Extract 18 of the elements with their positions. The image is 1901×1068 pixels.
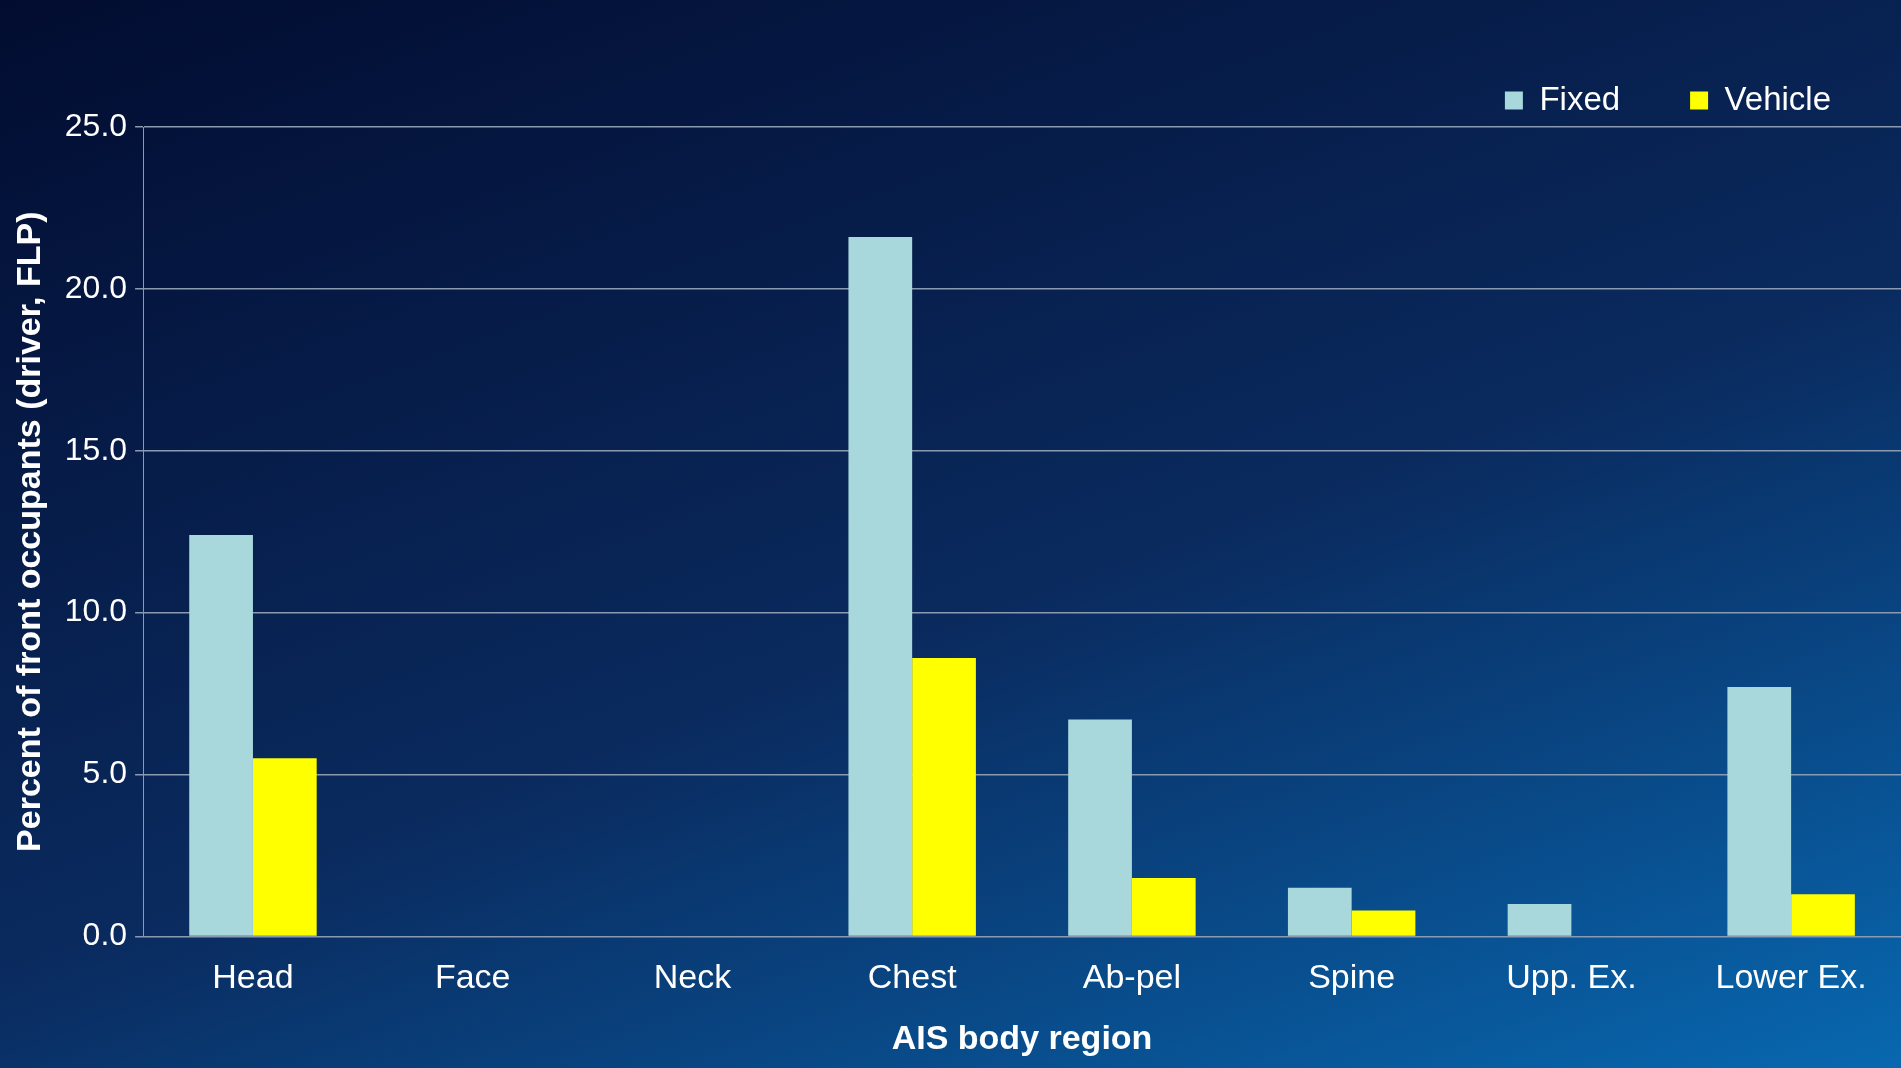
x-tick-label: Ab-pel: [1082, 957, 1182, 996]
x-tick-label: Neck: [653, 957, 733, 996]
x-tick-label: Lower Ex.: [1715, 957, 1867, 996]
x-tick-label: Head: [212, 957, 294, 996]
y-tick-label: 0.0: [82, 916, 128, 953]
legend-label: Fixed: [1539, 79, 1621, 117]
legend-label: Vehicle: [1724, 79, 1832, 117]
x-tick-label: Face: [434, 957, 511, 996]
y-axis-title: Percent of front occupants (driver, FLP): [8, 211, 47, 852]
x-tick-label: Upp. Ex.: [1506, 957, 1637, 996]
y-tick-label: 20.0: [64, 268, 128, 305]
y-tick-label: 15.0: [64, 430, 128, 467]
x-tick-label: Chest: [867, 957, 958, 996]
y-tick-label: 25.0: [64, 106, 128, 143]
x-tick-label: Spine: [1308, 957, 1396, 996]
x-axis-title: AIS body region: [891, 1017, 1153, 1056]
y-tick-label: 5.0: [82, 754, 128, 791]
y-tick-label: 10.0: [64, 592, 128, 629]
